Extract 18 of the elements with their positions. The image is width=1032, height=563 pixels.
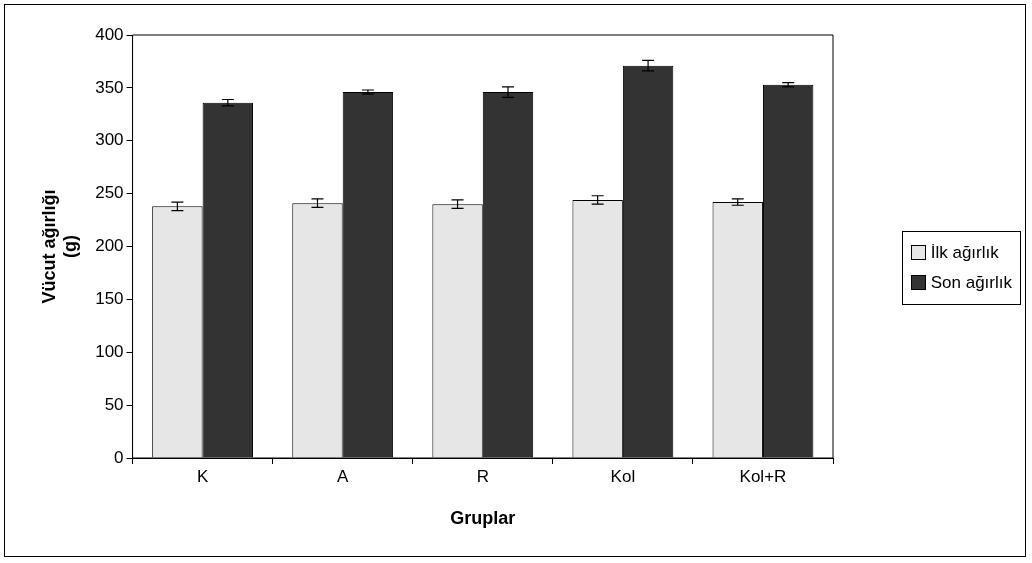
y-tick-label: 300 (95, 130, 124, 150)
y-tick-label: 250 (95, 183, 124, 203)
y-tick-label: 150 (95, 289, 124, 309)
legend-label: Son ağırlık (930, 273, 1012, 292)
y-tick-label: 50 (104, 394, 124, 414)
x-tick-label: A (337, 466, 350, 486)
y-tick-label: 0 (114, 447, 124, 467)
y-tick-label: 100 (95, 341, 124, 361)
y-tick-label: 350 (95, 77, 124, 97)
y-tick-label: 200 (95, 236, 124, 256)
y-tick-label: 400 (95, 24, 124, 44)
y-axis-title: Vücut ağırlığı (g) (38, 189, 81, 304)
x-tick-label: Kol (610, 466, 636, 486)
x-tick-label: R (476, 466, 489, 486)
x-axis-title: Gruplar (450, 508, 516, 529)
legend-label: İlk ağırlık (930, 243, 999, 262)
x-tick-label: K (196, 466, 209, 486)
x-tick-label: Kol+R (739, 466, 787, 486)
